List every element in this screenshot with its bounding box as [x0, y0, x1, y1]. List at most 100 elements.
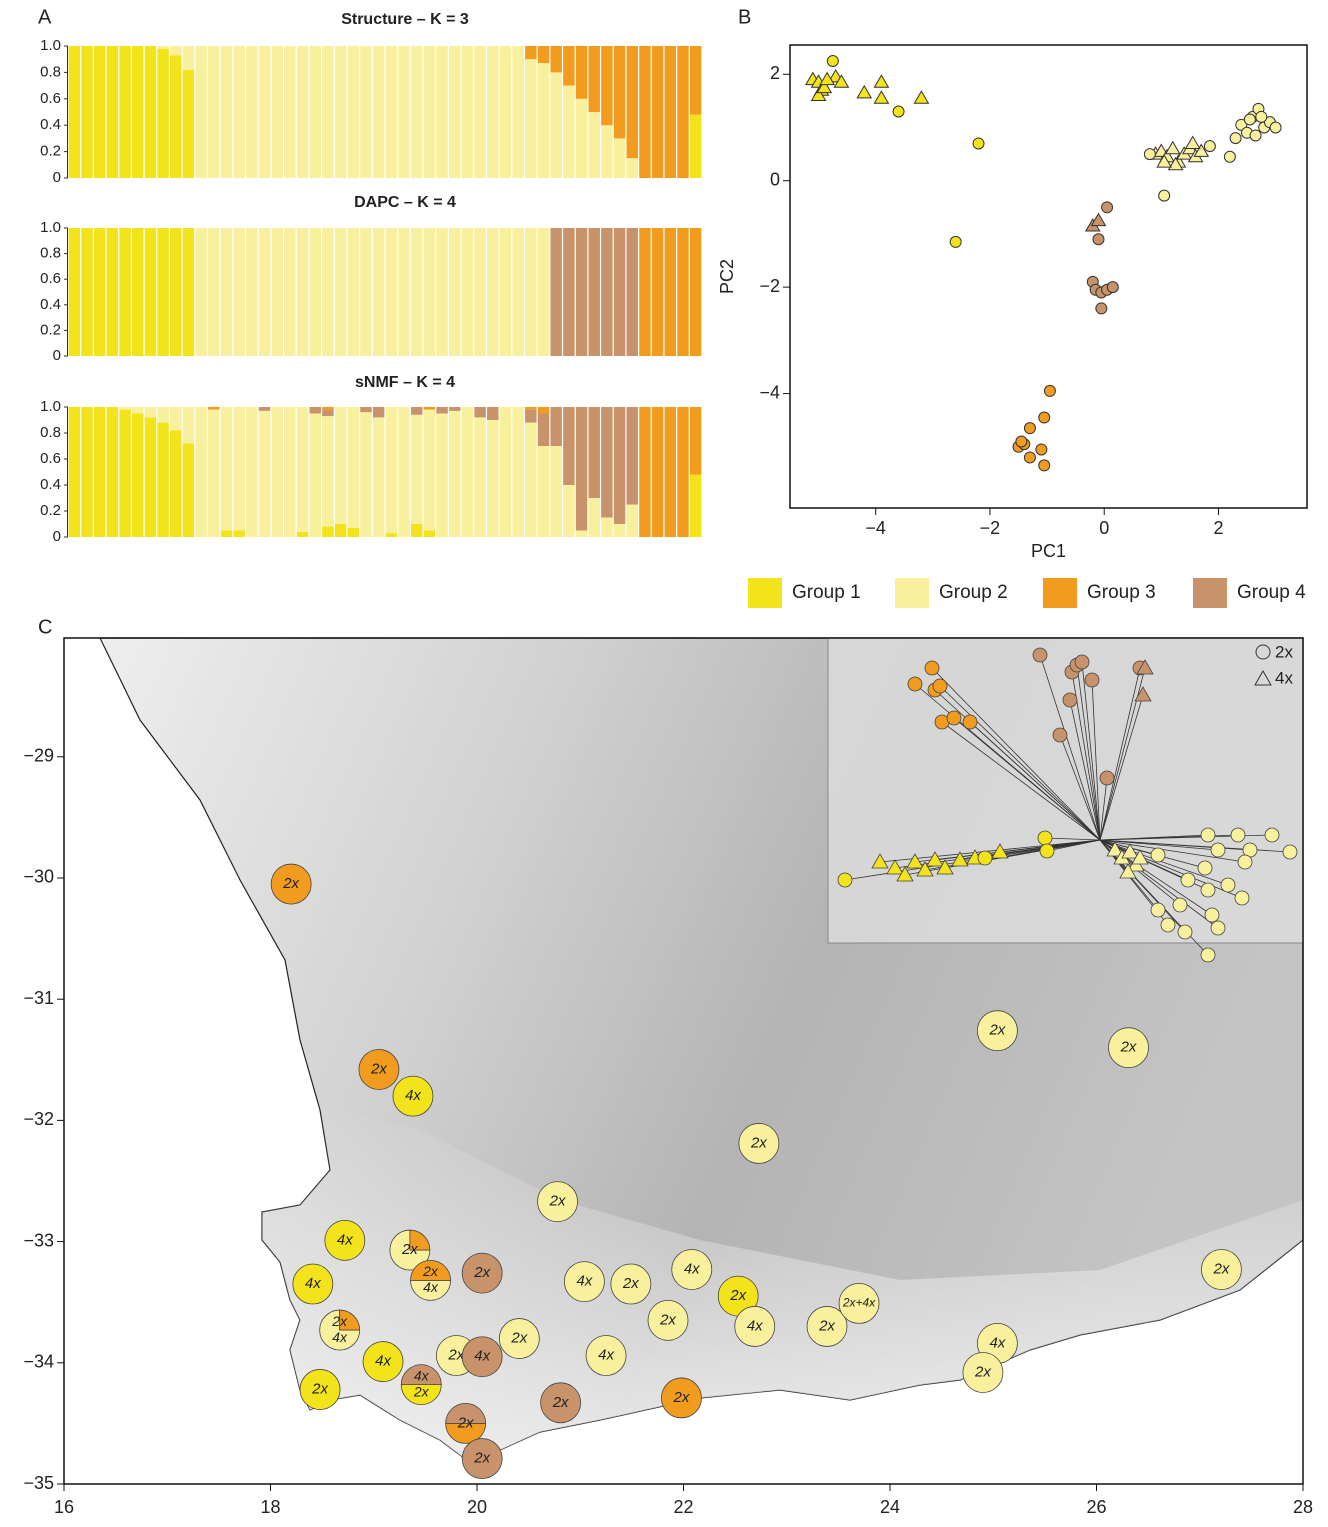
network-node	[1085, 673, 1099, 687]
bar-segment	[157, 228, 168, 356]
site-label: 2x	[750, 1134, 767, 1151]
bar-segment	[195, 46, 206, 178]
bar-segment	[81, 407, 92, 537]
bar-segment	[487, 228, 498, 356]
bar-segment	[310, 46, 321, 178]
site-label: 2x	[549, 1193, 566, 1210]
y-tick-label: 0.8	[40, 245, 61, 262]
bar-segment	[665, 228, 676, 356]
bar-segment	[436, 46, 447, 178]
bar-segment	[373, 46, 384, 178]
bar-segment	[246, 228, 257, 356]
legend-label: 4x	[1275, 668, 1293, 687]
site-label: 2x	[673, 1389, 690, 1406]
bar-segment	[322, 407, 333, 410]
bar-segment	[576, 407, 587, 531]
bar-segment	[538, 228, 549, 356]
bar-segment	[487, 46, 498, 178]
bar-segment	[259, 407, 270, 411]
y-tick-label: 0.8	[40, 63, 61, 80]
bar-segment	[627, 158, 638, 178]
point	[1270, 122, 1281, 133]
point	[857, 86, 871, 98]
bar-segment	[335, 46, 346, 178]
bar-segment	[525, 407, 536, 410]
bar-segment	[525, 410, 536, 423]
point	[1039, 460, 1050, 471]
bar-segment	[259, 228, 270, 356]
bar-segment	[398, 46, 409, 178]
bar-segment	[233, 46, 244, 178]
point	[1024, 423, 1035, 434]
bar-segment	[538, 414, 549, 447]
bar-segment	[297, 228, 308, 356]
bar-segment	[690, 115, 701, 178]
bar-segment	[132, 46, 143, 178]
bar-segment	[627, 228, 638, 356]
bar-segment	[221, 228, 232, 356]
bar-segment	[284, 46, 295, 178]
bar-segment	[525, 46, 536, 59]
bar-segment	[119, 228, 130, 356]
y-tick-label: −34	[23, 1352, 54, 1372]
y-tick-label: −35	[23, 1473, 54, 1493]
network-node	[1235, 891, 1249, 905]
y-tick-label: −32	[23, 1109, 54, 1129]
network-node	[908, 677, 922, 691]
point	[827, 55, 838, 66]
bar-segment	[132, 407, 143, 414]
site-label: 2x	[988, 1022, 1005, 1039]
bar-segment	[411, 46, 422, 178]
point	[1036, 444, 1047, 455]
bar-segment	[310, 414, 321, 538]
bar-segment	[145, 417, 156, 537]
bar-segment	[614, 138, 625, 178]
bar-segment	[601, 518, 612, 538]
bar-segment	[145, 407, 156, 417]
bar-segment	[436, 414, 447, 538]
x-tick-label: −4	[865, 518, 886, 538]
legend-swatch	[748, 578, 782, 608]
legend-swatch	[1193, 578, 1227, 608]
bar-segment	[271, 46, 282, 178]
bar-segment	[576, 46, 587, 99]
bar-segment	[424, 410, 435, 531]
y-tick-label: 0	[53, 347, 61, 364]
bar-segment	[132, 228, 143, 356]
network-node	[1283, 845, 1297, 859]
bar-segment	[563, 407, 574, 485]
y-tick-label: 0.6	[40, 270, 61, 287]
x-tick-label: 20	[467, 1497, 487, 1517]
network-node	[1038, 831, 1052, 845]
bar-segment	[310, 407, 321, 414]
bar-segment	[627, 407, 638, 505]
bar-segment	[107, 407, 118, 537]
network-node	[963, 715, 977, 729]
bar-segment	[360, 412, 371, 537]
bar-segment	[614, 524, 625, 537]
site-label: 2x	[659, 1311, 676, 1328]
site-label: 2x	[622, 1275, 639, 1292]
site-label: 4x	[576, 1273, 592, 1290]
legend-swatch	[895, 578, 929, 608]
network-node	[1151, 848, 1165, 862]
y-tick-label: 0.2	[40, 502, 61, 519]
site-label: 2x	[510, 1330, 527, 1347]
network-node	[933, 679, 947, 693]
x-axis-label: PC1	[1031, 541, 1066, 561]
network-node	[978, 851, 992, 865]
panel-label: C	[38, 616, 52, 638]
bar-segment	[81, 46, 92, 178]
bar-segment	[601, 228, 612, 356]
site-label: 2x	[370, 1060, 387, 1077]
point	[914, 91, 928, 103]
bar-segment	[436, 228, 447, 356]
y-tick-label: 2	[770, 63, 780, 83]
bar-segment	[652, 46, 663, 178]
bar-segment	[335, 524, 346, 537]
y-tick-label: −33	[23, 1230, 54, 1250]
bar-segment	[474, 407, 485, 417]
network-node	[1151, 903, 1165, 917]
x-tick-label: 18	[260, 1497, 280, 1517]
legend-label: Group 2	[939, 582, 1008, 603]
